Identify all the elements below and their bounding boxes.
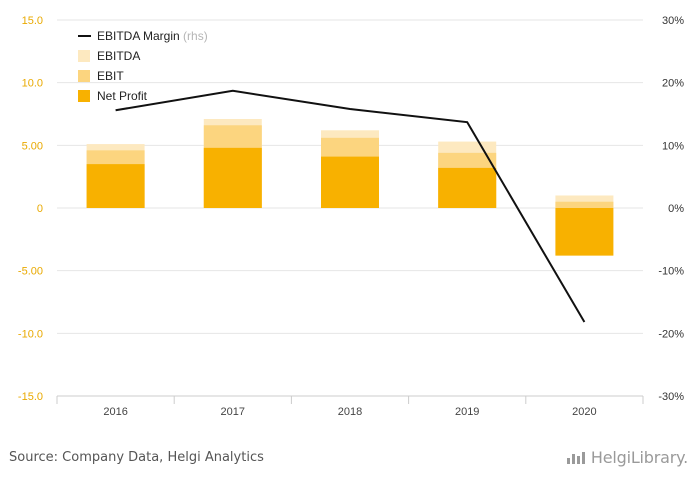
chart: 15.0 10.0 5.00 0 -5.00 -10.0 -15.0 30% 20% 10% 0%… — [18, 15, 684, 418]
x-tick-label: 2020 — [572, 406, 596, 418]
helgi-library-logo[interactable]: HelgiLibrary. — [566, 448, 688, 467]
ebitda-margin-line — [115, 89, 586, 323]
bar-net-profit-2018 — [321, 156, 379, 208]
helgi-logo-icon — [566, 452, 585, 464]
legend-swatch-ebitda — [78, 50, 90, 62]
legend-rhs-suffix: (rhs) — [183, 29, 208, 43]
right-axis: 30% 20% 10% 0% -10% -20% -30% — [658, 15, 684, 403]
left-tick-label: 5.00 — [22, 140, 43, 152]
bar-net-profit-2016 — [86, 164, 145, 208]
left-tick-label: -15.0 — [18, 391, 43, 403]
right-tick-label: -10% — [658, 266, 684, 278]
left-tick-label: 0 — [37, 203, 43, 215]
left-axis: 15.0 10.0 5.00 0 -5.00 -10.0 -15.0 — [18, 15, 43, 403]
right-tick-label: 10% — [662, 140, 684, 152]
left-tick-label: 15.0 — [22, 15, 43, 27]
right-tick-label: 20% — [662, 78, 684, 90]
bar-net-profit-2020 — [555, 208, 614, 256]
legend-swatch-ebit — [78, 70, 90, 82]
legend-swatch-net-profit — [78, 90, 90, 102]
bar-net-profit-2017 — [203, 147, 262, 208]
left-tick-label: -10.0 — [18, 328, 43, 340]
legend: EBITDA Margin (rhs) EBITDA EBIT Net Profit — [78, 29, 208, 103]
x-tick-label: 2018 — [338, 406, 362, 418]
bars — [86, 119, 614, 256]
x-tick-label: 2017 — [221, 406, 245, 418]
x-axis: 2016 2017 2018 2019 2020 — [56, 395, 644, 418]
right-tick-label: -20% — [658, 328, 684, 340]
legend-line-name: EBITDA Margin — [97, 29, 183, 43]
legend-label-net-profit: Net Profit — [97, 89, 148, 103]
right-tick-label: 0% — [668, 203, 684, 215]
x-tick-label: 2016 — [103, 406, 127, 418]
legend-label-ebitda: EBITDA — [97, 49, 140, 63]
left-tick-label: 10.0 — [22, 78, 43, 90]
x-tick-label: 2019 — [455, 406, 479, 418]
logo-text: HelgiLibrary. — [590, 448, 688, 467]
left-tick-label: -5.00 — [18, 266, 43, 278]
right-tick-label: -30% — [658, 391, 684, 403]
bar-net-profit-2019 — [438, 167, 497, 208]
bar-ebit-2020 — [555, 201, 614, 208]
right-tick-label: 30% — [662, 15, 684, 27]
source-note: Source: Company Data, Helgi Analytics — [9, 450, 264, 465]
legend-label-ebitda-margin: EBITDA Margin (rhs) — [97, 29, 208, 43]
legend-label-ebit: EBIT — [97, 69, 124, 83]
